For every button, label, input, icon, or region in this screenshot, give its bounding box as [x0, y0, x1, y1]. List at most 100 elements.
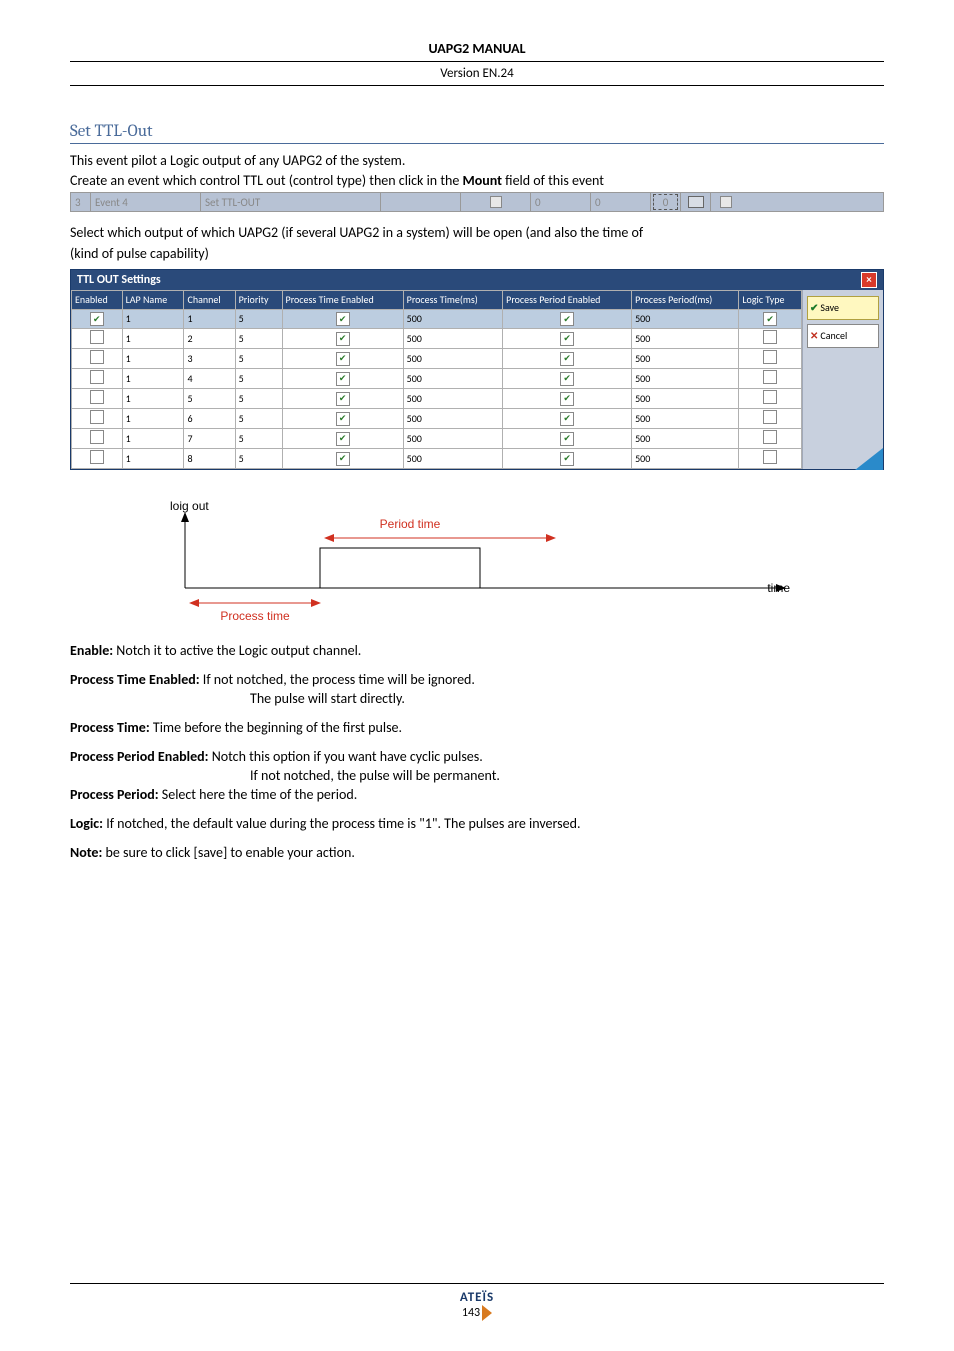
checkbox-icon[interactable]: [560, 412, 574, 426]
col-ppe: Process Period Enabled: [503, 290, 632, 309]
intro-line-1: This event pilot a Logic output of any U…: [70, 152, 884, 170]
cell-priority: 5: [235, 388, 282, 408]
checkbox-icon[interactable]: [560, 392, 574, 406]
cell-channel: 8: [184, 448, 235, 468]
cell-process-period: 500: [632, 428, 739, 448]
cell-process-period: 500: [632, 309, 739, 328]
ttl-panel-titlebar: TTL OUT Settings ×: [71, 270, 883, 290]
cell-process-period: 500: [632, 388, 739, 408]
checkbox-icon[interactable]: [336, 392, 350, 406]
table-row[interactable]: 175500500: [72, 428, 802, 448]
event-name[interactable]: Event 4: [91, 193, 201, 211]
table-row[interactable]: 165500500: [72, 408, 802, 428]
checkbox-icon[interactable]: [90, 312, 104, 326]
cell-lap: 1: [122, 368, 184, 388]
checkbox-icon[interactable]: [90, 430, 104, 444]
event-val1[interactable]: 0: [531, 193, 591, 211]
resize-corner-icon: [855, 448, 883, 470]
table-row[interactable]: 125500500: [72, 328, 802, 348]
select-text-a: Select which output of which UAPG2 (if s…: [70, 224, 884, 242]
table-row[interactable]: 155500500: [72, 388, 802, 408]
cell-channel: 7: [184, 428, 235, 448]
cell-process-period: 500: [632, 368, 739, 388]
checkbox-icon[interactable]: [763, 350, 777, 364]
event-checkbox-2[interactable]: [711, 193, 741, 211]
checkbox-icon[interactable]: [336, 332, 350, 346]
cell-lap: 1: [122, 388, 184, 408]
col-enabled: Enabled: [72, 290, 123, 309]
checkbox-icon[interactable]: [560, 312, 574, 326]
col-pp: Process Period(ms): [632, 290, 739, 309]
pte-text1: If not notched, the process time will be…: [200, 671, 475, 688]
ttl-settings-table: Enabled LAP Name Channel Priority Proces…: [71, 290, 802, 469]
checkbox-icon[interactable]: [90, 330, 104, 344]
cell-channel: 3: [184, 348, 235, 368]
pp-text: Select here the time of the period.: [159, 786, 358, 803]
pt-label: Process Time:: [70, 719, 150, 736]
col-pt: Process Time(ms): [403, 290, 502, 309]
checkbox-icon[interactable]: [763, 430, 777, 444]
page-header-version: Version EN.24: [70, 62, 884, 86]
checkbox-icon[interactable]: [763, 410, 777, 424]
close-button[interactable]: ×: [861, 272, 877, 288]
cell-channel: 6: [184, 408, 235, 428]
checkbox-icon[interactable]: [763, 450, 777, 464]
checkbox-icon[interactable]: [763, 330, 777, 344]
note-text: be sure to click [save] to enable your a…: [102, 844, 355, 861]
xlabel: time: [767, 581, 790, 595]
checkbox-icon[interactable]: [336, 452, 350, 466]
checkbox-icon[interactable]: [560, 372, 574, 386]
checkbox-icon[interactable]: [336, 372, 350, 386]
col-priority: Priority: [235, 290, 282, 309]
cell-lap: 1: [122, 348, 184, 368]
footer-triangle-icon: [482, 1305, 492, 1321]
table-row[interactable]: 115500500: [72, 309, 802, 328]
checkbox-icon[interactable]: [90, 350, 104, 364]
event-type[interactable]: Set TTL-OUT: [201, 193, 381, 211]
note-label: Note:: [70, 844, 102, 861]
cancel-button[interactable]: ✕Cancel: [807, 324, 879, 348]
cell-lap: 1: [122, 428, 184, 448]
cancel-label: Cancel: [820, 329, 847, 342]
checkbox-icon[interactable]: [336, 312, 350, 326]
checkbox-icon[interactable]: [560, 332, 574, 346]
logic-text: If notched, the default value during the…: [103, 815, 580, 832]
ttl-out-settings-panel: TTL OUT Settings × Enabled LAP Name Chan…: [70, 269, 884, 470]
timing-diagram: loig out time Period time Process time: [140, 498, 814, 628]
ppe-text2: If not notched, the pulse will be perman…: [250, 767, 884, 784]
event-mount-cell[interactable]: 0: [651, 193, 681, 211]
table-row[interactable]: 145500500: [72, 368, 802, 388]
col-lapname: LAP Name: [122, 290, 184, 309]
checkbox-icon[interactable]: [90, 410, 104, 424]
cell-process-time: 500: [403, 448, 502, 468]
checkbox-icon[interactable]: [763, 312, 777, 326]
checkbox-icon[interactable]: [560, 352, 574, 366]
ttl-panel-title: TTL OUT Settings: [77, 273, 161, 287]
checkbox-icon[interactable]: [560, 432, 574, 446]
table-row[interactable]: 135500500: [72, 348, 802, 368]
x-icon: ✕: [810, 329, 818, 342]
pte-text2: The pulse will start directly.: [250, 690, 884, 707]
checkbox-icon[interactable]: [763, 370, 777, 384]
mount-icon: [688, 196, 704, 208]
mount-field[interactable]: 0: [653, 194, 678, 210]
checkbox-icon[interactable]: [336, 432, 350, 446]
checkbox-icon[interactable]: [336, 352, 350, 366]
checkbox-icon[interactable]: [763, 390, 777, 404]
event-val2[interactable]: 0: [591, 193, 651, 211]
checkbox-icon[interactable]: [336, 412, 350, 426]
checkbox-icon[interactable]: [90, 370, 104, 384]
page-number: 143: [462, 1306, 480, 1320]
checkbox-icon[interactable]: [90, 450, 104, 464]
event-row: 3 Event 4 Set TTL-OUT 0 0 0: [70, 192, 884, 212]
event-checkbox[interactable]: [461, 193, 531, 211]
col-pte: Process Time Enabled: [282, 290, 403, 309]
checkbox-icon[interactable]: [560, 452, 574, 466]
checkbox-icon: [720, 196, 732, 208]
cell-priority: 5: [235, 448, 282, 468]
table-row[interactable]: 185500500: [72, 448, 802, 468]
checkbox-icon[interactable]: [90, 390, 104, 404]
event-mount-icon-cell[interactable]: [681, 193, 711, 211]
mount-value: 0: [663, 196, 669, 209]
save-button[interactable]: ✔Save: [807, 296, 879, 320]
